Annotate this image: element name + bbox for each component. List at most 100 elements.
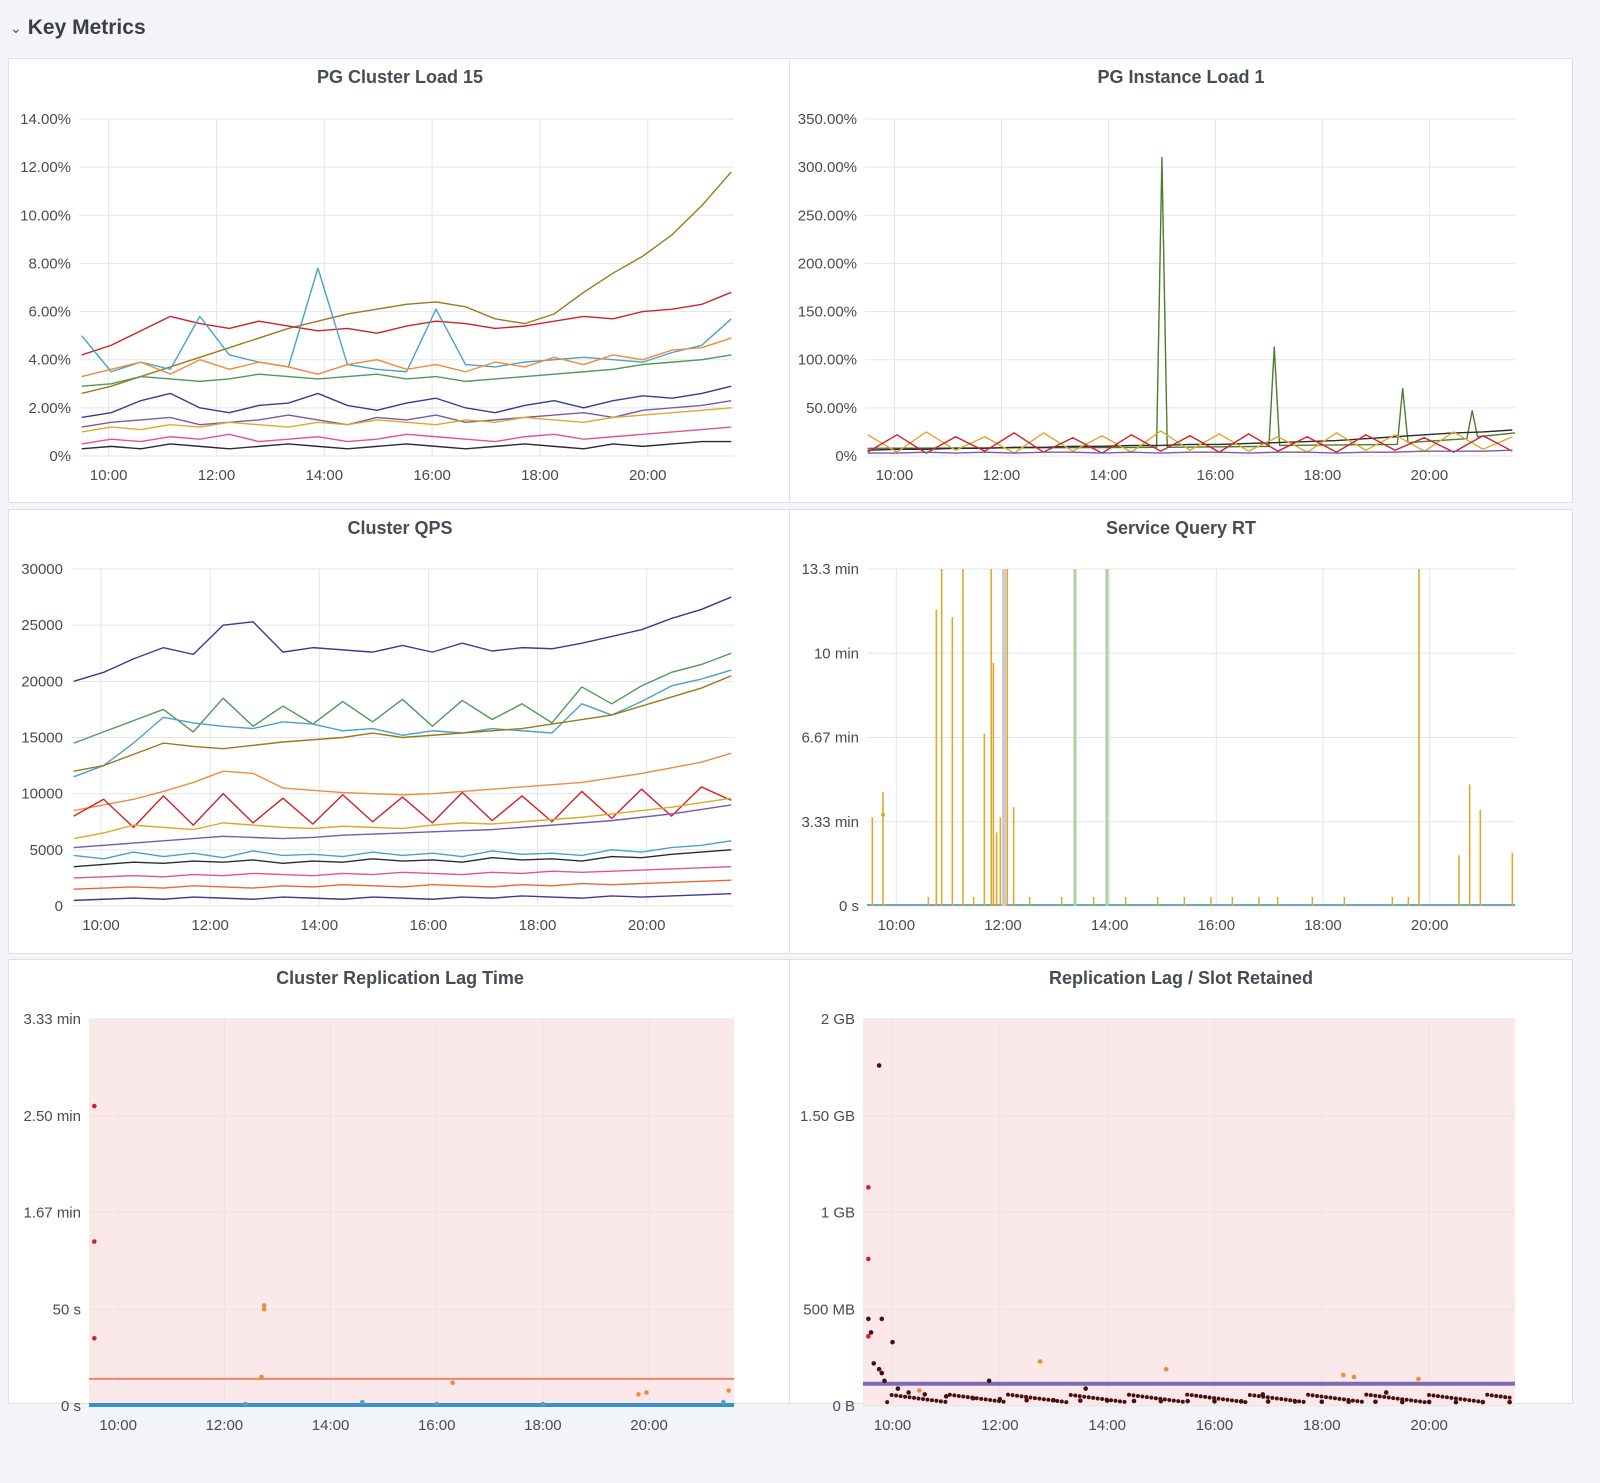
scatter-point — [922, 1392, 928, 1397]
scatter-point — [1247, 1392, 1252, 1397]
series-line-7 — [73, 804, 732, 849]
y-tick-label: 6.00% — [28, 304, 71, 321]
scatter-point — [1122, 1399, 1127, 1404]
scatter-point — [1310, 1393, 1315, 1398]
row-header-key-metrics[interactable]: ⌄ Key Metrics — [10, 10, 146, 46]
scatter-point — [1350, 1398, 1355, 1403]
scatter-point — [1068, 1392, 1073, 1397]
scatter-point — [1458, 1397, 1463, 1402]
y-tick-label: 12.00% — [20, 159, 71, 176]
x-tick-label: 16:00 — [410, 917, 448, 934]
y-tick-label: 0% — [49, 448, 71, 465]
x-tick-label: 18:00 — [519, 917, 557, 934]
scatter-point — [1444, 1395, 1449, 1400]
scatter-point — [1297, 1399, 1302, 1404]
scatter-point — [934, 1398, 939, 1403]
scatter-point — [1162, 1397, 1167, 1402]
scatter-point — [1176, 1399, 1181, 1404]
scatter-point — [450, 1380, 455, 1386]
y-tick-label: 150.00% — [798, 304, 857, 321]
series-line-1 — [73, 652, 732, 744]
y-tick-label: 200.00% — [798, 255, 857, 272]
panel-title[interactable]: Service Query RT — [1105, 518, 1257, 538]
scatter-point — [1207, 1395, 1212, 1400]
scatter-point — [1306, 1392, 1311, 1397]
scatter-point — [1377, 1394, 1382, 1399]
y-tick-label: 50 s — [53, 1301, 81, 1318]
panel-title[interactable]: Cluster QPS — [347, 518, 453, 538]
scatter-point — [1476, 1399, 1481, 1404]
scatter-point — [1055, 1398, 1060, 1403]
scatter-point — [1171, 1398, 1176, 1403]
panel-title[interactable]: Replication Lag / Slot Retained — [1048, 968, 1314, 988]
y-tick-label: 50.00% — [806, 400, 857, 417]
scatter-point — [1073, 1393, 1078, 1398]
scatter-point — [1118, 1399, 1123, 1404]
scatter-point — [1260, 1392, 1266, 1397]
x-tick-label: 18:00 — [1303, 1417, 1341, 1434]
scatter-point — [1059, 1399, 1064, 1404]
scatter-point — [1413, 1398, 1418, 1403]
scatter-point — [871, 1361, 877, 1366]
chevron-down-icon: ⌄ — [10, 19, 22, 36]
x-tick-label: 16:00 — [418, 1417, 456, 1434]
y-tick-label: 4.00% — [28, 352, 71, 369]
scatter-point — [1471, 1398, 1476, 1403]
scatter-point — [1270, 1395, 1275, 1400]
series-line-4 — [867, 449, 1513, 454]
x-tick-label: 10:00 — [874, 1417, 912, 1434]
y-tick-label: 2.50 min — [23, 1108, 81, 1125]
scatter-point — [1440, 1394, 1445, 1399]
series-line-0 — [867, 156, 1516, 449]
pg-cluster-load-15-chart: 14.00% 12.00% 10.00% 8.00% 6.00% 4.00% 2.00% 0%… — [20, 111, 734, 484]
series-line-9 — [73, 849, 732, 868]
scatter-point — [889, 1392, 894, 1397]
scatter-point — [876, 1366, 882, 1372]
scatter-point — [1104, 1398, 1110, 1403]
panel-cluster-qps[interactable]: Cluster QPS 30000 25000 20000 15000 10000 500… — [8, 509, 792, 954]
y-tick-label: 15000 — [21, 730, 63, 747]
x-tick-label: 16:00 — [1196, 1417, 1234, 1434]
scatter-point — [1404, 1397, 1409, 1402]
panel-pg-cluster-load-15[interactable]: PG Cluster Load 15 14.00% 12.00% 10.00% 8.0… — [8, 58, 792, 503]
x-tick-label: 20:00 — [1411, 467, 1449, 484]
scatter-point — [636, 1392, 641, 1397]
scatter-point — [943, 1399, 948, 1404]
scatter-point — [1480, 1399, 1486, 1405]
x-tick-label: 12:00 — [981, 1417, 1019, 1434]
y-tick-label: 250.00% — [798, 207, 857, 224]
panel-service-query-rt[interactable]: Service Query RT 13.3 min 10 min 6.67 min 3… — [789, 509, 1573, 954]
x-tick-label: 10:00 — [878, 917, 916, 934]
x-tick-label: 12:00 — [198, 467, 236, 484]
panel-cluster-replication-lag-time[interactable]: Cluster Replication Lag Time 3.33 min 2.5… — [8, 959, 792, 1434]
x-tick-label: 20:00 — [628, 917, 666, 934]
scatter-point — [1153, 1396, 1158, 1401]
spike-dot — [881, 812, 885, 817]
panel-pg-instance-load-1[interactable]: PG Instance Load 1 350.00% 300.00% 250.00%… — [789, 58, 1573, 503]
panel-title[interactable]: PG Cluster Load 15 — [316, 67, 484, 87]
y-tick-label: 500 MB — [803, 1301, 855, 1318]
scatter-point — [1319, 1394, 1324, 1399]
scatter-point — [1019, 1394, 1024, 1399]
y-tick-label: 6.67 min — [801, 730, 859, 747]
scatter-point — [1064, 1400, 1069, 1405]
scatter-point — [890, 1339, 895, 1345]
scatter-point — [1373, 1399, 1378, 1405]
panel-title[interactable]: Cluster Replication Lag Time — [276, 968, 524, 988]
scatter-point — [1409, 1398, 1414, 1403]
scatter-point — [1109, 1398, 1114, 1403]
scatter-point — [1010, 1393, 1015, 1398]
scatter-point — [974, 1396, 979, 1401]
y-tick-label: 0 s — [61, 1398, 81, 1415]
scatter-point — [925, 1397, 930, 1402]
panel-title[interactable]: PG Instance Load 1 — [1097, 67, 1265, 87]
y-tick-label: 14.00% — [20, 111, 71, 128]
scatter-point — [1131, 1393, 1136, 1398]
scatter-point — [360, 1399, 365, 1405]
y-tick-label: 0 s — [839, 898, 859, 915]
scatter-point — [1126, 1392, 1131, 1397]
scatter-point — [1400, 1399, 1405, 1405]
scatter-point — [879, 1370, 885, 1376]
scatter-point — [970, 1395, 976, 1401]
panel-replication-lag-slot-retained[interactable]: Replication Lag / Slot Retained 2 GB 1.50… — [789, 959, 1573, 1434]
